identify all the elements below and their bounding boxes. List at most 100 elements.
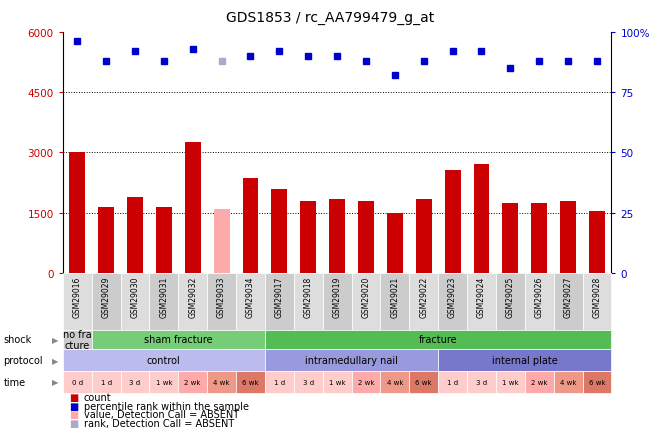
- Text: 2 wk: 2 wk: [184, 379, 201, 385]
- Bar: [525, 273, 554, 330]
- Bar: [496, 273, 525, 330]
- Text: 1 d: 1 d: [100, 379, 112, 385]
- Text: GSM29018: GSM29018: [304, 276, 313, 317]
- Bar: [63, 330, 92, 349]
- Bar: [293, 273, 323, 330]
- Bar: [236, 273, 265, 330]
- Bar: [387, 213, 403, 273]
- Bar: [92, 330, 265, 349]
- Text: GDS1853 / rc_AA799479_g_at: GDS1853 / rc_AA799479_g_at: [226, 11, 435, 25]
- Bar: [416, 199, 432, 273]
- Bar: [409, 371, 438, 393]
- Text: shock: shock: [3, 335, 32, 345]
- Text: 6 wk: 6 wk: [242, 379, 259, 385]
- Bar: [352, 371, 381, 393]
- Bar: [381, 273, 409, 330]
- Bar: [156, 207, 172, 273]
- Bar: [525, 371, 554, 393]
- Bar: [300, 201, 316, 273]
- Bar: [69, 153, 85, 273]
- Text: 1 d: 1 d: [274, 379, 285, 385]
- Text: GSM29033: GSM29033: [217, 276, 226, 318]
- Text: GSM29024: GSM29024: [477, 276, 486, 318]
- Text: intramedullary nail: intramedullary nail: [305, 355, 398, 365]
- Bar: [323, 273, 352, 330]
- Bar: [589, 211, 605, 273]
- Text: GSM29023: GSM29023: [448, 276, 457, 318]
- Bar: [92, 371, 120, 393]
- Bar: [265, 273, 293, 330]
- Text: 3 d: 3 d: [476, 379, 487, 385]
- Text: fracture: fracture: [419, 335, 457, 345]
- Text: 6 wk: 6 wk: [589, 379, 605, 385]
- Text: 4 wk: 4 wk: [214, 379, 230, 385]
- Text: GSM29025: GSM29025: [506, 276, 515, 318]
- Text: ■: ■: [69, 392, 79, 402]
- Bar: [496, 371, 525, 393]
- Text: GSM29034: GSM29034: [246, 276, 255, 318]
- Bar: [236, 371, 265, 393]
- Text: GSM29032: GSM29032: [188, 276, 197, 318]
- Bar: [185, 143, 201, 273]
- Text: GSM29021: GSM29021: [391, 276, 399, 317]
- Text: GSM29027: GSM29027: [564, 276, 572, 318]
- Bar: [63, 349, 265, 371]
- Bar: [381, 371, 409, 393]
- Bar: [178, 371, 207, 393]
- Text: time: time: [3, 377, 25, 387]
- Text: 1 d: 1 d: [447, 379, 458, 385]
- Bar: [63, 273, 92, 330]
- Text: GSM29017: GSM29017: [275, 276, 284, 318]
- Text: GSM29016: GSM29016: [73, 276, 82, 318]
- Text: GSM29030: GSM29030: [130, 276, 139, 318]
- Bar: [554, 273, 582, 330]
- Bar: [582, 371, 611, 393]
- Bar: [438, 273, 467, 330]
- Text: 1 wk: 1 wk: [329, 379, 346, 385]
- Text: internal plate: internal plate: [492, 355, 558, 365]
- Bar: [467, 371, 496, 393]
- Bar: [149, 371, 178, 393]
- Text: 4 wk: 4 wk: [560, 379, 576, 385]
- Bar: [63, 371, 92, 393]
- Text: GSM29028: GSM29028: [592, 276, 602, 317]
- Text: percentile rank within the sample: percentile rank within the sample: [84, 401, 249, 411]
- Bar: [207, 371, 236, 393]
- Text: 0 d: 0 d: [71, 379, 83, 385]
- Text: ▶: ▶: [52, 378, 58, 386]
- Text: sham fracture: sham fracture: [144, 335, 213, 345]
- Text: GSM29026: GSM29026: [535, 276, 544, 318]
- Bar: [207, 273, 236, 330]
- Text: control: control: [147, 355, 180, 365]
- Bar: [445, 171, 461, 273]
- Bar: [323, 371, 352, 393]
- Bar: [329, 199, 345, 273]
- Text: ■: ■: [69, 401, 79, 411]
- Text: GSM29019: GSM29019: [332, 276, 342, 318]
- Bar: [265, 330, 611, 349]
- Bar: [243, 179, 258, 273]
- Bar: [127, 197, 143, 273]
- Bar: [531, 203, 547, 273]
- Text: 1 wk: 1 wk: [155, 379, 172, 385]
- Bar: [473, 165, 489, 273]
- Text: ■: ■: [69, 410, 79, 419]
- Text: GSM29020: GSM29020: [362, 276, 370, 318]
- Text: ■: ■: [69, 418, 79, 428]
- Bar: [178, 273, 207, 330]
- Bar: [98, 207, 114, 273]
- Bar: [582, 273, 611, 330]
- Text: GSM29029: GSM29029: [102, 276, 110, 318]
- Text: no fra
cture: no fra cture: [63, 329, 91, 350]
- Bar: [149, 273, 178, 330]
- Text: GSM29022: GSM29022: [419, 276, 428, 317]
- Bar: [467, 273, 496, 330]
- Bar: [293, 371, 323, 393]
- Bar: [265, 371, 293, 393]
- Bar: [409, 273, 438, 330]
- Bar: [92, 273, 120, 330]
- Bar: [120, 371, 149, 393]
- Bar: [352, 273, 381, 330]
- Bar: [560, 201, 576, 273]
- Text: 3 d: 3 d: [130, 379, 141, 385]
